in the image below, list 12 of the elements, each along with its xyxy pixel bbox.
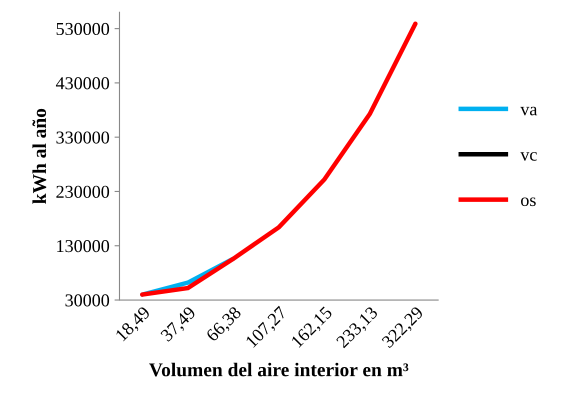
legend-label: va [520, 106, 538, 116]
y-tick-label: 330000 [56, 131, 110, 144]
y-tick-label: 430000 [56, 77, 110, 90]
y-tick-label: 130000 [57, 240, 110, 252]
y-axis-title: kWh al año [32, 108, 46, 204]
y-tick-label: 530000 [56, 22, 110, 36]
x-axis-title: Volumen del aire interior en m³ [149, 362, 408, 376]
y-tick-label: 30000 [65, 294, 110, 306]
line-series [140, 22, 418, 297]
legend-label: os [521, 197, 536, 206]
y-tick-label: 230000 [56, 186, 110, 198]
legend-label: vc [520, 152, 537, 161]
